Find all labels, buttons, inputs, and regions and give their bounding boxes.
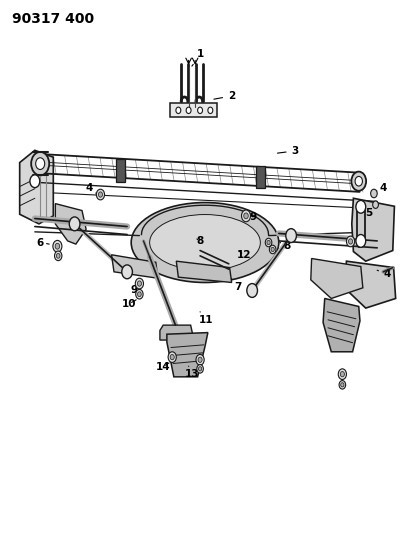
Circle shape bbox=[175, 107, 180, 114]
Text: 5: 5 bbox=[359, 208, 372, 218]
Text: 8: 8 bbox=[196, 237, 203, 246]
Circle shape bbox=[137, 281, 141, 286]
Text: 2: 2 bbox=[213, 91, 235, 101]
Text: 9: 9 bbox=[245, 213, 256, 222]
Circle shape bbox=[98, 192, 102, 197]
Bar bbox=[116, 159, 125, 182]
Text: 4: 4 bbox=[376, 270, 390, 279]
Polygon shape bbox=[322, 298, 359, 352]
Circle shape bbox=[355, 200, 365, 213]
Circle shape bbox=[339, 372, 344, 377]
Polygon shape bbox=[176, 261, 231, 282]
Polygon shape bbox=[111, 255, 157, 278]
Circle shape bbox=[372, 201, 378, 208]
Text: 6: 6 bbox=[36, 238, 49, 247]
Circle shape bbox=[266, 240, 270, 245]
Circle shape bbox=[96, 189, 104, 200]
Polygon shape bbox=[351, 198, 393, 261]
Text: 11: 11 bbox=[198, 312, 213, 325]
Text: 13: 13 bbox=[184, 366, 199, 379]
Polygon shape bbox=[166, 333, 207, 377]
Bar bbox=[255, 166, 264, 188]
Text: 4: 4 bbox=[85, 183, 96, 193]
Text: 90317 400: 90317 400 bbox=[12, 12, 94, 26]
Circle shape bbox=[351, 172, 365, 191]
Text: 10: 10 bbox=[121, 299, 136, 309]
Ellipse shape bbox=[131, 203, 278, 282]
Text: 3: 3 bbox=[277, 146, 298, 156]
Text: 1: 1 bbox=[191, 50, 204, 66]
Circle shape bbox=[170, 354, 174, 360]
Circle shape bbox=[337, 369, 346, 379]
Circle shape bbox=[269, 245, 275, 254]
Circle shape bbox=[370, 189, 376, 198]
Polygon shape bbox=[20, 150, 53, 224]
Circle shape bbox=[246, 284, 257, 297]
Circle shape bbox=[196, 365, 203, 373]
Ellipse shape bbox=[149, 214, 260, 271]
Circle shape bbox=[198, 357, 202, 362]
Circle shape bbox=[285, 229, 296, 243]
Circle shape bbox=[54, 251, 62, 261]
Circle shape bbox=[207, 107, 212, 114]
Circle shape bbox=[69, 217, 80, 231]
Polygon shape bbox=[310, 259, 362, 298]
Circle shape bbox=[197, 107, 202, 114]
Circle shape bbox=[196, 354, 204, 365]
Circle shape bbox=[346, 236, 354, 247]
Circle shape bbox=[135, 289, 143, 299]
Polygon shape bbox=[344, 261, 395, 308]
Circle shape bbox=[354, 176, 362, 186]
Text: 4: 4 bbox=[374, 183, 386, 192]
Circle shape bbox=[265, 238, 271, 247]
Text: 6: 6 bbox=[350, 240, 362, 250]
Circle shape bbox=[30, 175, 40, 188]
Circle shape bbox=[241, 210, 250, 222]
Circle shape bbox=[31, 152, 49, 175]
Text: 7: 7 bbox=[231, 279, 241, 292]
Polygon shape bbox=[160, 325, 193, 340]
Circle shape bbox=[338, 381, 345, 389]
Circle shape bbox=[168, 352, 176, 362]
Circle shape bbox=[355, 235, 365, 247]
Circle shape bbox=[135, 278, 143, 289]
Circle shape bbox=[53, 240, 62, 252]
Circle shape bbox=[56, 253, 60, 258]
Polygon shape bbox=[55, 204, 86, 244]
Circle shape bbox=[270, 247, 274, 252]
Circle shape bbox=[36, 158, 45, 169]
Circle shape bbox=[137, 292, 141, 296]
Text: 8: 8 bbox=[279, 241, 290, 251]
Text: 9: 9 bbox=[130, 286, 141, 295]
Circle shape bbox=[186, 107, 191, 114]
Polygon shape bbox=[170, 103, 217, 117]
Circle shape bbox=[348, 239, 352, 244]
Text: 12: 12 bbox=[236, 250, 251, 260]
Circle shape bbox=[198, 367, 201, 371]
Circle shape bbox=[243, 213, 247, 219]
Circle shape bbox=[55, 243, 60, 249]
Circle shape bbox=[121, 265, 132, 279]
Circle shape bbox=[340, 383, 343, 387]
Text: 14: 14 bbox=[155, 362, 170, 372]
